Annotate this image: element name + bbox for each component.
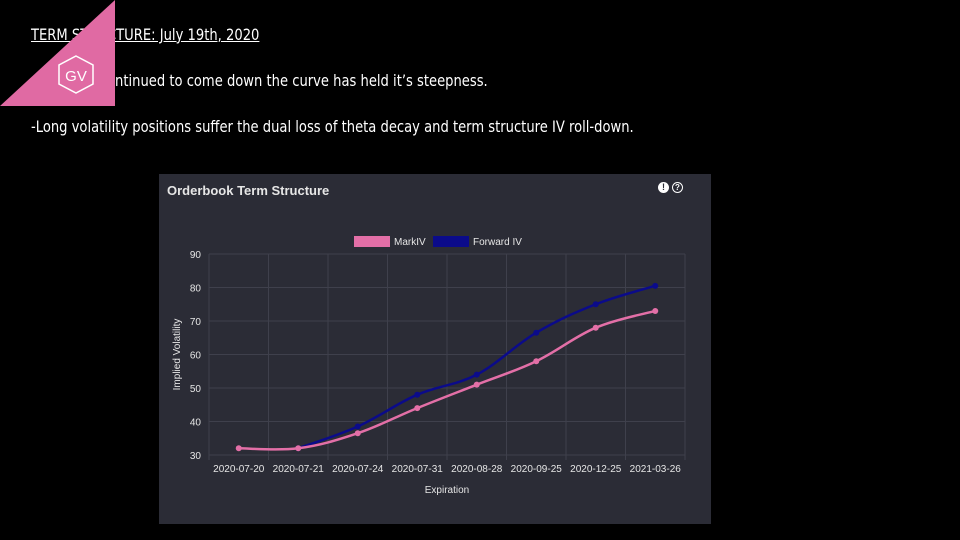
- term-structure-chart: 30 40 50 60 70 80 90 2020-07-20 2020-07-21 2020-0…: [172, 236, 686, 496]
- data-point: [354, 430, 361, 437]
- y-axis-label: Implied Volatility: [172, 319, 183, 391]
- logo-text: GV: [65, 68, 87, 85]
- data-point: [473, 381, 480, 388]
- x-tick-label: 2020-07-24: [332, 464, 384, 475]
- data-point: [592, 301, 599, 308]
- legend-label: MarkIV: [394, 237, 426, 248]
- chart-panel: Orderbook Term Structure ! ? 30 40 50 60 70 8…: [159, 174, 711, 524]
- series-line-forward-iv: [297, 284, 656, 450]
- bullet-2: -Long volatility positions suffer the du…: [31, 117, 634, 136]
- gv-logo-corner: GV: [0, 0, 115, 106]
- y-tick-label: 30: [190, 451, 202, 462]
- legend-swatch: [433, 236, 469, 247]
- y-tick-label: 90: [190, 250, 202, 261]
- x-tick-label: 2020-07-31: [392, 464, 444, 475]
- legend-label: Forward IV: [473, 237, 522, 248]
- bullet-1: -As IV has continued to come down the cu…: [31, 71, 488, 90]
- y-tick-label: 80: [190, 284, 202, 295]
- y-tick-label: 40: [190, 418, 202, 429]
- data-point: [652, 282, 659, 289]
- x-tick-label: 2020-07-20: [213, 464, 265, 475]
- x-tick-label: 2020-08-28: [451, 464, 503, 475]
- panel-icons: ! ?: [658, 182, 683, 193]
- data-point: [354, 423, 361, 430]
- data-point: [533, 329, 540, 336]
- panel-title: Orderbook Term Structure: [167, 183, 330, 198]
- info-icon[interactable]: !: [658, 182, 669, 193]
- y-tick-label: 70: [190, 317, 202, 328]
- data-point: [235, 445, 242, 452]
- x-tick-label: 2020-07-21: [273, 464, 325, 475]
- x-tick-label: 2020-09-25: [511, 464, 563, 475]
- series-line-markiv: [238, 309, 656, 451]
- y-tick-label: 60: [190, 351, 202, 362]
- data-point: [652, 307, 659, 314]
- x-tick-label: 2021-03-26: [630, 464, 682, 475]
- data-point: [473, 371, 480, 378]
- x-axis-label: Expiration: [425, 485, 469, 496]
- x-tick-label: 2020-12-25: [570, 464, 622, 475]
- logo-hexagon: [58, 55, 94, 94]
- data-point: [295, 445, 302, 452]
- legend-swatch: [354, 236, 390, 247]
- data-point: [414, 405, 421, 412]
- help-icon[interactable]: ?: [672, 182, 683, 193]
- data-point: [533, 358, 540, 365]
- data-point: [592, 324, 599, 331]
- corner-triangle: [0, 0, 115, 106]
- y-tick-label: 50: [190, 384, 202, 395]
- data-point: [414, 391, 421, 398]
